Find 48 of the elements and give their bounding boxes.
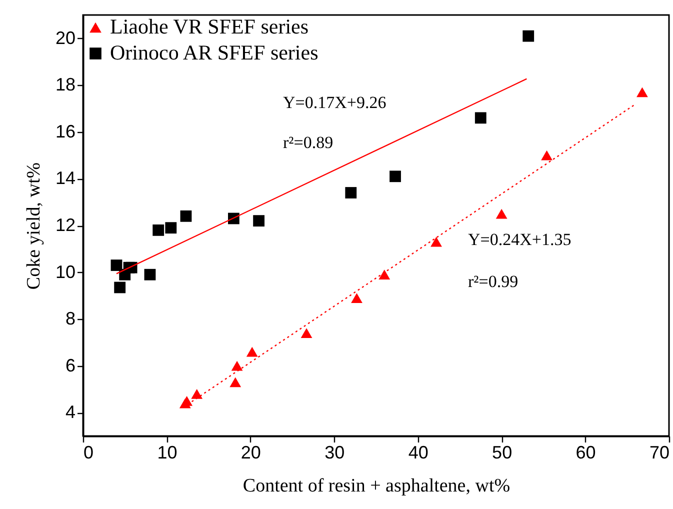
point xyxy=(253,215,264,227)
y-tick-label: 20 xyxy=(55,28,76,48)
legend-label: Orinoco AR SFEF series xyxy=(110,40,318,64)
annotation: r²=0.99 xyxy=(468,272,518,291)
point xyxy=(300,328,312,338)
point xyxy=(351,293,362,303)
y-tick-label: 18 xyxy=(55,74,76,95)
y-tick-label: 10 xyxy=(55,262,76,282)
point xyxy=(541,150,552,160)
point xyxy=(230,377,242,388)
point xyxy=(430,236,442,247)
annotation: Y=0.24X+1.35 xyxy=(468,230,572,249)
point xyxy=(390,170,401,182)
point xyxy=(191,388,203,399)
x-tick-label: 10 xyxy=(157,442,178,462)
point xyxy=(496,208,508,219)
legend-label: Liaohe VR SFEF series xyxy=(110,14,309,38)
y-axis-title: Coke yield, wt% xyxy=(23,162,44,290)
point xyxy=(152,224,164,236)
y-tick-label: 6 xyxy=(65,355,76,376)
x-tick-label: 60 xyxy=(576,442,596,462)
point xyxy=(231,360,243,371)
point xyxy=(165,222,177,234)
point xyxy=(114,282,126,294)
point xyxy=(246,346,258,357)
point xyxy=(110,260,122,271)
y-tick-label: 4 xyxy=(65,402,76,422)
point xyxy=(181,396,193,406)
point xyxy=(474,112,486,124)
point xyxy=(144,268,156,280)
point xyxy=(636,87,648,98)
y-tick-label: 8 xyxy=(65,308,76,329)
annotation: Y=0.17X+9.26 xyxy=(283,93,386,112)
annotation: r²=0.89 xyxy=(283,133,334,152)
point xyxy=(522,30,534,42)
x-tick-label: 0 xyxy=(84,442,94,462)
x-tick-label: 30 xyxy=(324,442,345,462)
point xyxy=(378,270,390,280)
x-axis-title: Content of resin + asphaltene, wt% xyxy=(242,476,510,496)
y-tick-label: 12 xyxy=(55,215,76,235)
x-tick-label: 20 xyxy=(240,442,261,462)
x-tick-label: 50 xyxy=(492,442,512,462)
x-tick-label: 40 xyxy=(408,442,428,462)
y-tick-label: 16 xyxy=(55,121,76,142)
x-tick-label: 70 xyxy=(649,442,670,462)
point xyxy=(180,210,192,222)
y-tick-label: 14 xyxy=(55,168,76,188)
point xyxy=(345,187,357,198)
